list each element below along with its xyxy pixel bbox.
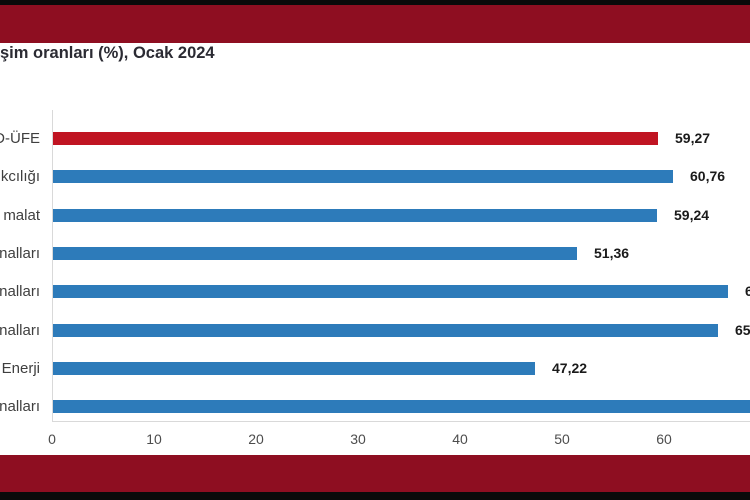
bar-segment: [53, 170, 673, 183]
bar-category-label: nalları: [0, 322, 40, 339]
bar-highlight: [53, 132, 658, 145]
x-axis-tick: 40: [452, 431, 468, 447]
top-black-border: [0, 0, 750, 5]
bar-segment: [53, 247, 577, 260]
x-axis-tick: 60: [656, 431, 672, 447]
bar-segment: [53, 209, 657, 222]
bar-category-label: Enerji: [1, 360, 40, 377]
bar-segment: [53, 285, 728, 298]
bar-value-label: 6: [745, 283, 750, 299]
bar-category-label: D-ÜFE: [0, 130, 40, 147]
bottom-black-border: [0, 492, 750, 500]
bottom-maroon-band: [0, 455, 750, 492]
y-axis-line: [52, 110, 53, 421]
x-axis-tick: 30: [350, 431, 366, 447]
bar-segment: [53, 400, 750, 413]
bar-value-label: 47,22: [552, 360, 588, 376]
x-axis-tick: 0: [48, 431, 56, 447]
bar-category-label: nalları: [0, 283, 40, 300]
x-axis-line: [52, 421, 750, 422]
bar-segment: [53, 362, 535, 375]
bar-value-label: 59,27: [675, 130, 711, 146]
bar-segment: [53, 324, 718, 337]
bar-value-label: 59,24: [674, 207, 710, 223]
x-axis-tick: 10: [146, 431, 162, 447]
chart-title: şim oranları (%), Ocak 2024: [0, 44, 215, 62]
x-axis-tick: 50: [554, 431, 570, 447]
top-maroon-band: [0, 5, 750, 43]
bar-category-label: malat: [3, 207, 40, 224]
bar-category-label: nalları: [0, 245, 40, 262]
bar-category-label: kcılığı: [0, 168, 40, 185]
bar-value-label: 60,76: [690, 168, 726, 184]
bar-value-label: 51,36: [594, 245, 630, 261]
bar-category-label: nalları: [0, 398, 40, 415]
x-axis-tick: 20: [248, 431, 264, 447]
bar-value-label: 65: [735, 322, 750, 338]
